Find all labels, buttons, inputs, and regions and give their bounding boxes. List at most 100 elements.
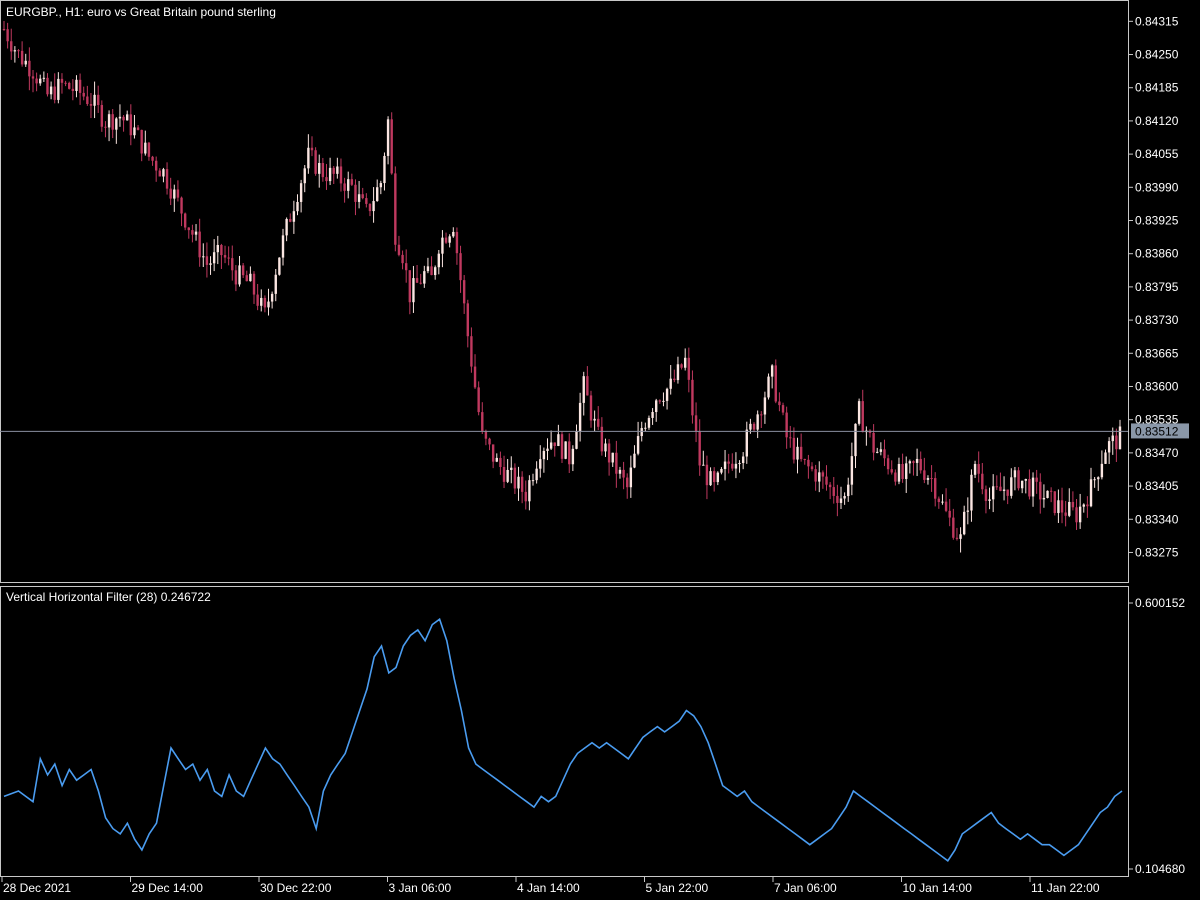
- candle-body: [484, 431, 488, 439]
- candle-body: [17, 50, 20, 52]
- candle-body: [738, 463, 741, 465]
- indicator-pane[interactable]: [0, 586, 1129, 877]
- candle-body: [376, 187, 379, 202]
- candle-body: [412, 278, 415, 303]
- candle-body: [140, 129, 143, 154]
- candle-body: [952, 517, 955, 538]
- candle-body: [542, 451, 546, 460]
- candle-body: [756, 414, 759, 430]
- candle-body: [20, 50, 24, 65]
- candle-body: [582, 376, 585, 403]
- candle-body: [810, 466, 814, 470]
- candle-body: [386, 119, 390, 156]
- candle-body: [162, 169, 165, 177]
- candle-body: [470, 336, 473, 367]
- candle-body: [437, 253, 441, 268]
- candle-body: [68, 82, 71, 89]
- candle-body: [854, 423, 857, 457]
- current-price-label: 0.83512: [1135, 424, 1179, 438]
- time-tick-label: 30 Dec 22:00: [260, 881, 332, 895]
- candle-body: [981, 473, 984, 490]
- candle-body: [749, 423, 752, 430]
- candle-body: [82, 92, 85, 97]
- candle-body: [517, 476, 520, 489]
- candle-body: [962, 511, 966, 535]
- candle-body: [716, 472, 720, 483]
- candle-body: [180, 197, 183, 214]
- candle-body: [448, 236, 451, 243]
- candle-body: [39, 78, 42, 84]
- candle-body: [401, 254, 404, 264]
- candle-body: [607, 443, 611, 463]
- candle-body: [618, 469, 622, 474]
- candle-body: [597, 418, 600, 427]
- candle-body: [202, 256, 205, 258]
- candle-body: [394, 173, 397, 245]
- candle-body: [423, 271, 426, 284]
- candle-body: [260, 297, 263, 306]
- candle-body: [169, 188, 172, 199]
- candle-body: [843, 496, 846, 499]
- candle-body: [662, 400, 665, 402]
- candle-body: [252, 273, 256, 295]
- candle-body: [698, 431, 701, 466]
- candle-body: [1049, 490, 1053, 492]
- candle-body: [836, 495, 839, 503]
- candle-body: [549, 442, 553, 449]
- candle-body: [1039, 481, 1042, 500]
- candle-body: [495, 457, 498, 462]
- candle-body: [263, 297, 267, 308]
- price-tick-label: 0.83730: [1135, 313, 1179, 327]
- candle-body: [46, 77, 49, 95]
- candle-body: [539, 459, 542, 469]
- candle-body: [270, 293, 274, 302]
- candle-body: [977, 464, 980, 474]
- candle-body: [256, 294, 259, 306]
- candle-body: [676, 364, 680, 381]
- indicator-tick-label: 0.600152: [1135, 596, 1185, 610]
- candle-body: [57, 78, 60, 100]
- candle-body: [125, 114, 129, 121]
- candle-body: [13, 50, 17, 52]
- candle-body: [520, 476, 524, 492]
- candle-body: [814, 469, 817, 482]
- candle-body: [318, 163, 321, 174]
- price-pane[interactable]: [0, 0, 1129, 583]
- candle-body: [191, 230, 194, 235]
- candle-body: [383, 155, 386, 184]
- time-axis[interactable]: 28 Dec 2021 29 Dec 14:00 30 Dec 22:00 3 Jan…: [1, 877, 1100, 895]
- candle-body: [267, 301, 270, 308]
- price-axis[interactable]: 0.84315 0.84250 0.84185 0.84120 0.84055 0.839…: [1128, 14, 1179, 559]
- candle-body: [1071, 501, 1075, 508]
- candle-body: [278, 257, 281, 275]
- candle-body: [705, 464, 709, 486]
- candle-body: [886, 458, 890, 470]
- candle-body: [78, 79, 82, 93]
- candle-body: [702, 464, 705, 466]
- candle-body: [778, 401, 781, 406]
- candle-body: [847, 484, 850, 497]
- candle-body: [473, 366, 477, 388]
- candle-body: [789, 437, 792, 439]
- candle-body: [216, 244, 219, 253]
- candle-body: [1082, 504, 1085, 507]
- candle-body: [1042, 497, 1046, 500]
- indicator-axis[interactable]: 0.600152 0.104680: [1128, 596, 1185, 876]
- candle-body: [691, 379, 694, 416]
- candle-body: [803, 459, 806, 461]
- candle-body: [546, 448, 549, 452]
- candle-body: [774, 365, 777, 402]
- candle-body: [991, 486, 995, 500]
- candle-body: [231, 258, 234, 271]
- candle-body: [365, 198, 368, 204]
- candle-body: [183, 213, 187, 228]
- candle-body: [151, 156, 154, 161]
- candle-body: [894, 472, 897, 482]
- time-tick-label: 5 Jan 22:00: [646, 881, 709, 895]
- candle-body: [24, 60, 27, 65]
- candle-body: [97, 94, 100, 106]
- candle-body: [488, 438, 491, 445]
- candle-body: [234, 270, 238, 285]
- candle-body: [1104, 452, 1107, 464]
